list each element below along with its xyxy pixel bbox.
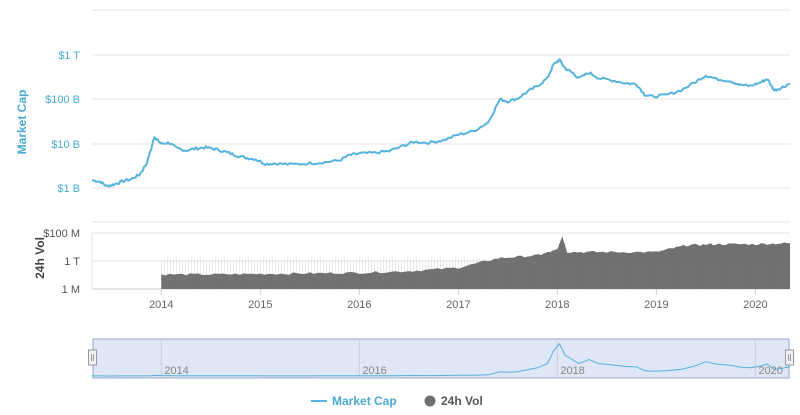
x-tick-label: 2018	[545, 299, 569, 311]
navigator-selection[interactable]	[92, 338, 790, 379]
y-axis-title-market-cap: Market Cap	[15, 90, 29, 155]
y-axis-title-volume: 24h Vol	[33, 237, 47, 279]
x-tick-label: 2015	[248, 299, 272, 311]
y-tick-label: $1 B	[57, 183, 80, 195]
navigator[interactable]: 2014 2016 2018 2020	[88, 338, 794, 379]
y-ticks-volume: $100 M 1 T 1 M	[43, 228, 80, 296]
x-tick-label: 2017	[446, 299, 470, 311]
y-tick-label: 1 M	[62, 284, 80, 296]
navigator-label: 2016	[362, 365, 386, 377]
legend-circle-icon	[424, 395, 436, 407]
y-tick-label: $100 B	[45, 94, 80, 106]
legend-label: Market Cap	[332, 394, 397, 408]
y-tick-label: 1 T	[64, 256, 80, 268]
legend-item-market-cap[interactable]: Market Cap	[311, 394, 397, 408]
y-ticks-market-cap: $1 T $100 B $10 B $1 B	[45, 50, 80, 195]
volume-series-bars	[161, 236, 791, 289]
market-cap-series-line	[91, 58, 791, 188]
x-tick-label: 2016	[347, 299, 371, 311]
navigator-right-handle[interactable]	[785, 349, 794, 366]
volume-bar-texture	[161, 259, 789, 289]
navigator-label: 2014	[164, 365, 188, 377]
y-tick-label: $10 B	[51, 139, 80, 151]
main-gridlines	[92, 9, 790, 223]
navigator-label: 2018	[560, 365, 584, 377]
navigator-labels: 2014 2016 2018 2020	[164, 365, 783, 377]
navigator-left-handle[interactable]	[88, 349, 97, 366]
legend-item-24h-vol[interactable]: 24h Vol	[424, 394, 483, 408]
navigator-series-line	[92, 342, 791, 377]
legend: Market Cap 24h Vol	[311, 394, 483, 408]
legend-label: 24h Vol	[441, 394, 483, 408]
x-tick-label: 2014	[149, 299, 173, 311]
x-axis: 2014 2015 2016 2017 2018 2019 2020	[149, 289, 768, 311]
x-tick-label: 2019	[644, 299, 668, 311]
navigator-label: 2020	[758, 365, 782, 377]
y-tick-label: $100 M	[43, 228, 80, 240]
y-tick-label: $1 T	[58, 50, 80, 62]
x-tick-label: 2020	[743, 299, 767, 311]
